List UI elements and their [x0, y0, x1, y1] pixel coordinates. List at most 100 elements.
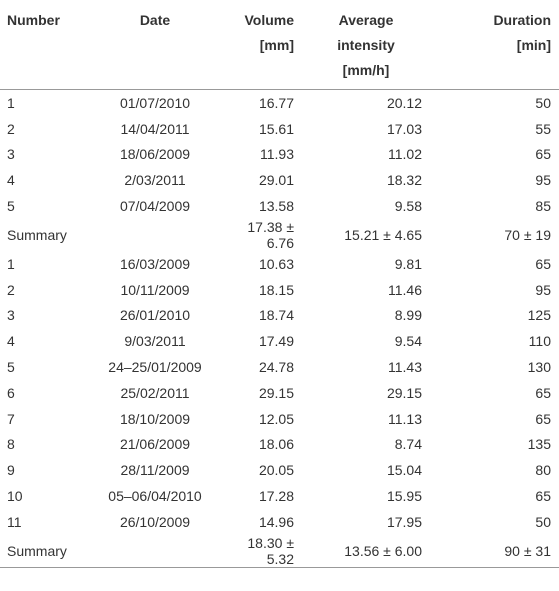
table-cell: 8.74	[394, 436, 422, 453]
table-cell: 17.49	[258, 333, 294, 350]
table-row: 7 18/10/2009 12.05 11.13 65	[0, 406, 559, 432]
table-cell: 15.61	[258, 120, 294, 137]
table-row: 10 05–06/04/2010 17.28 15.95 65	[0, 483, 559, 509]
table-cell: 90 ± 31	[432, 534, 559, 568]
header-cell: Average intensity [mm/h]	[302, 6, 432, 90]
table-cell: 2	[7, 120, 15, 137]
table-cell: 01/07/2010	[119, 94, 191, 111]
table-cell: 80	[535, 462, 551, 479]
header-cell: Duration [min]	[432, 6, 559, 90]
table-cell: 11.13	[388, 410, 422, 427]
table-cell: 9.58	[394, 198, 422, 215]
table-row: 9 28/11/2009 20.05 15.04 80	[0, 457, 559, 483]
table-cell: 55	[535, 120, 551, 137]
header-line: [mm/h]	[342, 62, 390, 78]
table-cell: 18.74	[258, 307, 294, 324]
table-cell: 125	[527, 307, 551, 324]
table-cell: 13.56 ± 6.00	[302, 534, 432, 568]
table-cell: 17.28	[258, 488, 294, 505]
table-cell: 11.02	[388, 146, 422, 163]
table-cell: 6	[7, 384, 15, 401]
table-row: Summary 17.38 ± 6.76 15.21 ± 4.65 70 ± 19	[0, 219, 559, 251]
table-cell: 05–06/04/2010	[108, 488, 202, 505]
table-cell: 28/11/2009	[120, 462, 190, 479]
table-cell: 24–25/01/2009	[108, 359, 202, 376]
table-cell	[90, 534, 220, 568]
table-cell: 07/04/2009	[119, 198, 191, 215]
table-cell: Summary	[0, 534, 90, 568]
table-cell: 85	[535, 198, 551, 215]
table-cell: 18.30 ± 5.32	[220, 534, 302, 568]
table-cell: 2	[7, 281, 15, 298]
table-row: 4 9/03/2011 17.49 9.54 110	[0, 328, 559, 354]
table-row: 3 18/06/2009 11.93 11.02 65	[0, 142, 559, 168]
table-cell: 65	[535, 146, 551, 163]
table-cell: 3	[7, 146, 15, 163]
table-cell: 110	[528, 333, 551, 350]
table-row: 6 25/02/2011 29.15 29.15 65	[0, 380, 559, 406]
table-cell: 29.15	[258, 384, 294, 401]
table-row: 3 26/01/2010 18.74 8.99 125	[0, 303, 559, 329]
table-cell: 1	[7, 94, 15, 111]
table-cell: 11.43	[388, 359, 422, 376]
table-cell: 70 ± 19	[504, 226, 551, 243]
table-cell: 9.81	[394, 255, 422, 272]
table-cell: 50	[535, 94, 551, 111]
table-cell: 95	[535, 172, 551, 189]
table-cell: 21/06/2009	[119, 436, 191, 453]
header-line: Volume	[244, 12, 294, 28]
table-cell: 5	[7, 359, 15, 376]
table-cell: 3	[7, 307, 15, 324]
table-cell: 11	[7, 513, 22, 530]
table-cell: 1	[7, 255, 15, 272]
header-line: Average	[338, 12, 394, 28]
table-cell: Summary	[7, 226, 67, 243]
table-cell: 24.78	[258, 359, 294, 376]
table-cell: 9.54	[394, 333, 422, 350]
table-cell: 15.95	[386, 488, 422, 505]
table-cell: 20.12	[386, 94, 422, 111]
table-body: 1 01/07/2010 16.77 20.12 50 2 14/04/2011 15.61 1…	[0, 90, 559, 568]
table-cell: 11.46	[388, 281, 422, 298]
table-cell: 8.99	[394, 307, 422, 324]
table-cell: 26/10/2009	[119, 513, 191, 530]
page: Number Date Volume [mm] Average intensity [mm/…	[0, 6, 559, 591]
header-line: intensity	[337, 37, 395, 53]
table-cell: 11.93	[260, 146, 294, 163]
table-cell: 130	[527, 359, 551, 376]
table-row: 5 07/04/2009 13.58 9.58 85	[0, 193, 559, 219]
table-cell: 25/02/2011	[120, 384, 190, 401]
data-table: Number Date Volume [mm] Average intensity [mm/…	[0, 6, 559, 568]
header-line: Number	[7, 12, 60, 28]
header-cell: Date	[90, 6, 220, 90]
table-row: 5 24–25/01/2009 24.78 11.43 130	[0, 354, 559, 380]
table-cell: 18.15	[258, 281, 294, 298]
table-cell: 17.38 ± 6.76	[247, 218, 294, 251]
table-cell: 13.58	[258, 198, 294, 215]
header-cell: Number	[0, 6, 90, 90]
table-cell: 14/04/2011	[120, 120, 190, 137]
table-cell: 95	[535, 281, 551, 298]
table-cell: 17.03	[386, 120, 422, 137]
header-line: Date	[139, 12, 171, 28]
table-cell: 29.15	[386, 384, 422, 401]
table-cell: 7	[7, 410, 15, 427]
table-cell: 135	[527, 436, 551, 453]
header-row: Number Date Volume [mm] Average intensity [mm/…	[0, 6, 559, 90]
table-cell: 16/03/2009	[119, 255, 191, 272]
table-cell: 26/01/2010	[119, 307, 191, 324]
table-cell: 2/03/2011	[124, 172, 186, 189]
table-cell: 12.05	[258, 410, 294, 427]
table-cell: 18/06/2009	[119, 146, 191, 163]
table-cell: 10	[7, 488, 23, 505]
table-cell: 18.06	[258, 436, 294, 453]
table-cell: 50	[535, 513, 551, 530]
table-cell: 10/11/2009	[120, 281, 190, 298]
table-cell: 65	[535, 384, 551, 401]
table-cell: 5	[7, 198, 15, 215]
table-cell: 8	[7, 436, 15, 453]
table-cell: 18/10/2009	[119, 410, 191, 427]
table-cell: 17.95	[386, 513, 422, 530]
table-cell: 15.21 ± 4.65	[344, 226, 422, 243]
table-cell	[90, 219, 220, 251]
